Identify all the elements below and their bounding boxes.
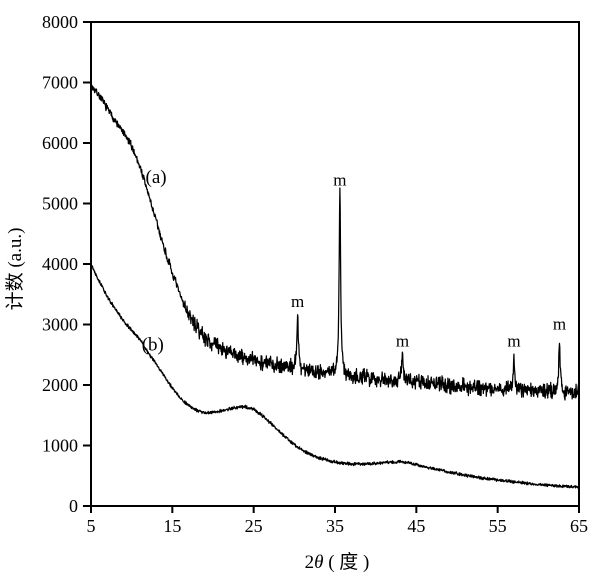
x-tick-label: 15 bbox=[163, 516, 181, 536]
y-tick-label: 5000 bbox=[42, 194, 78, 214]
x-tick-label: 5 bbox=[87, 516, 96, 536]
y-tick-label: 4000 bbox=[42, 254, 78, 274]
series-label-a: (a) bbox=[146, 167, 167, 188]
peak-label-m: m bbox=[333, 170, 346, 189]
x-tick-label: 25 bbox=[245, 516, 263, 536]
curve-b bbox=[90, 264, 580, 489]
x-axis-title: 2θ ( 度 ) bbox=[305, 551, 370, 573]
y-axis-title: 计数 (a.u.) bbox=[4, 228, 26, 311]
y-tick-label: 1000 bbox=[42, 436, 78, 456]
plot-border bbox=[90, 21, 580, 507]
curve-a bbox=[90, 82, 580, 401]
peak-label-m: m bbox=[291, 292, 304, 311]
x-tick-label: 65 bbox=[570, 516, 588, 536]
peak-label-m: m bbox=[553, 314, 566, 333]
y-tick-label: 3000 bbox=[42, 315, 78, 335]
y-tick-label: 6000 bbox=[42, 133, 78, 153]
x-tick-label: 35 bbox=[326, 516, 344, 536]
y-tick-label: 2000 bbox=[42, 375, 78, 395]
y-tick-label: 7000 bbox=[42, 73, 78, 93]
peak-label-m: m bbox=[507, 331, 520, 350]
y-tick-label: 8000 bbox=[42, 12, 78, 32]
peak-label-m: m bbox=[396, 331, 409, 350]
x-tick-label: 45 bbox=[407, 516, 425, 536]
series-label-b: (b) bbox=[142, 335, 164, 356]
x-tick-label: 55 bbox=[489, 516, 507, 536]
y-tick-label: 0 bbox=[69, 496, 78, 516]
